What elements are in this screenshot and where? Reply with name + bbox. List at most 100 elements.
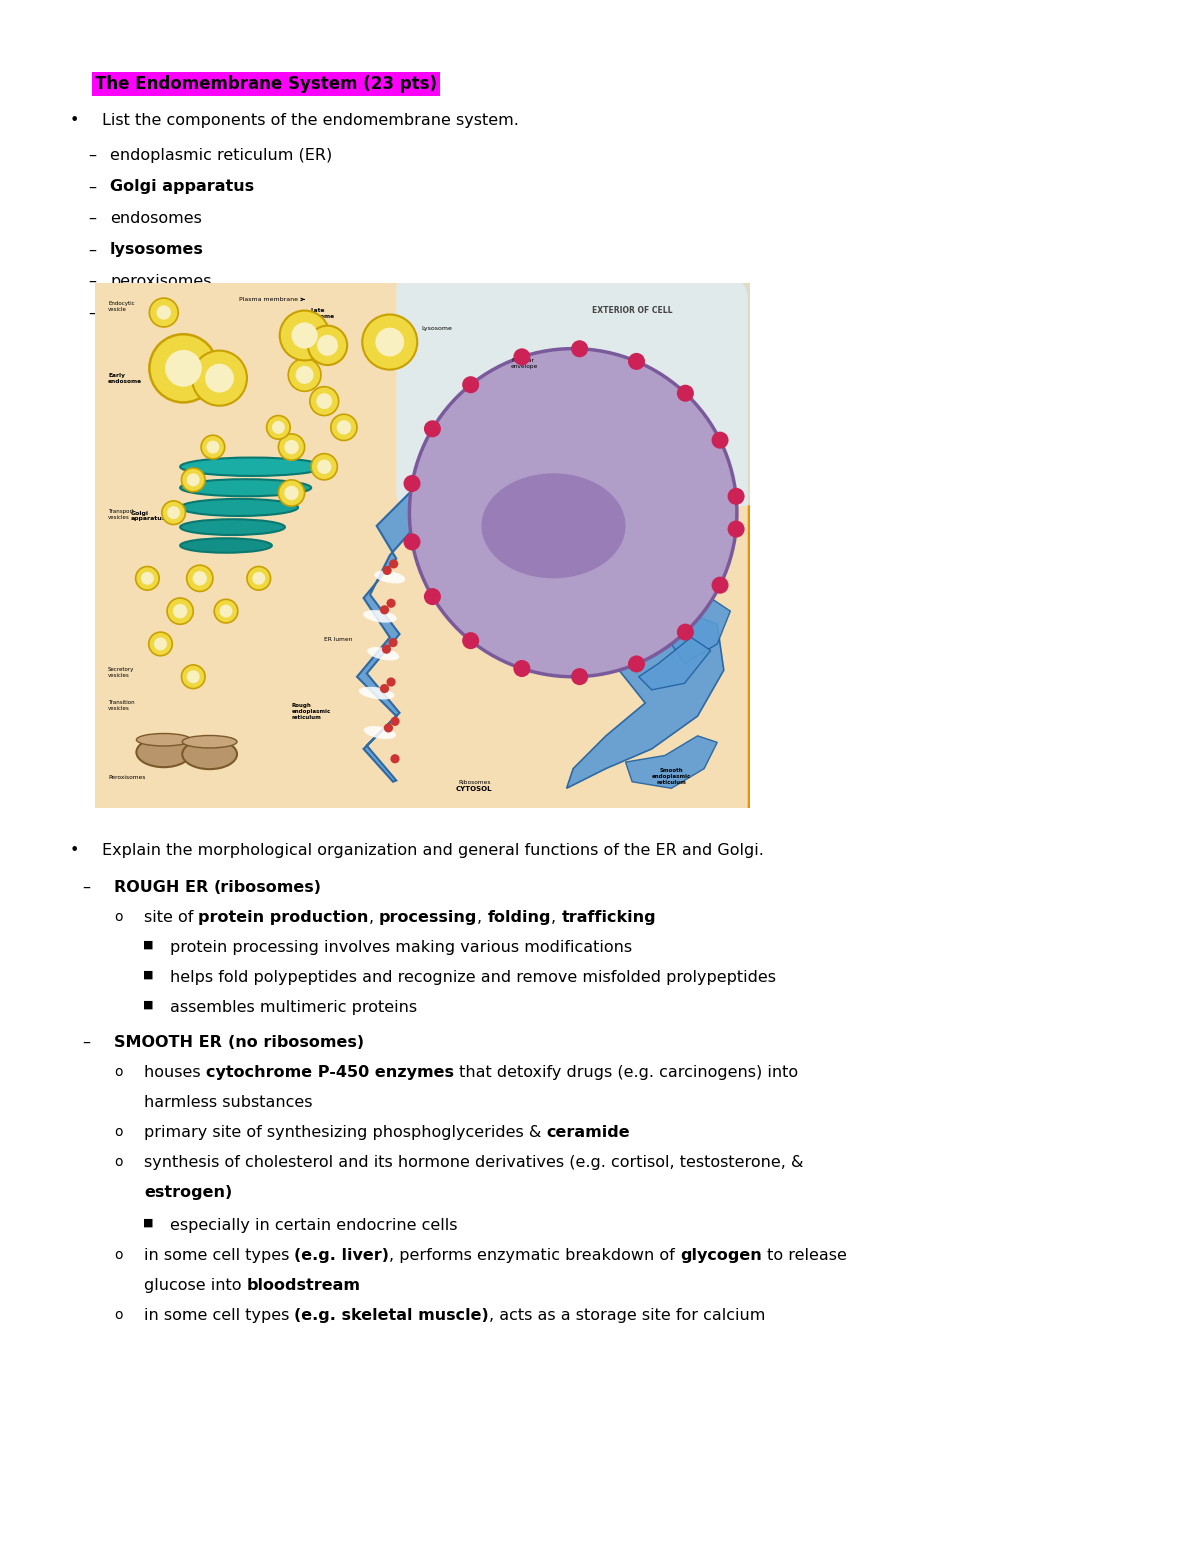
Ellipse shape xyxy=(481,474,625,578)
Text: site of: site of xyxy=(144,910,198,926)
Circle shape xyxy=(389,559,398,568)
Text: ■: ■ xyxy=(143,1218,154,1228)
Text: o: o xyxy=(114,1124,122,1138)
Text: endoplasmic reticulum (ER): endoplasmic reticulum (ER) xyxy=(110,148,332,163)
Text: –: – xyxy=(88,306,96,320)
Text: Golgi
apparatus: Golgi apparatus xyxy=(131,511,167,522)
Circle shape xyxy=(181,467,205,492)
Text: bloodstream: bloodstream xyxy=(247,1278,361,1294)
Circle shape xyxy=(156,306,170,320)
Text: in some cell types: in some cell types xyxy=(144,1249,294,1263)
Text: o: o xyxy=(114,910,122,924)
Circle shape xyxy=(462,632,479,649)
Text: •: • xyxy=(70,843,79,857)
Circle shape xyxy=(220,604,233,618)
Text: o: o xyxy=(114,1065,122,1079)
Text: ER lumen: ER lumen xyxy=(324,637,353,643)
Circle shape xyxy=(424,589,440,606)
Ellipse shape xyxy=(137,733,191,745)
Text: , acts as a storage site for calcium: , acts as a storage site for calcium xyxy=(490,1308,766,1323)
Circle shape xyxy=(310,387,338,416)
Text: (e.g. liver): (e.g. liver) xyxy=(294,1249,390,1263)
Text: ■: ■ xyxy=(143,940,154,950)
Polygon shape xyxy=(358,427,547,781)
Circle shape xyxy=(571,668,588,685)
Circle shape xyxy=(247,567,270,590)
Circle shape xyxy=(149,298,178,328)
Circle shape xyxy=(162,502,185,525)
Text: (no ribosomes): (no ribosomes) xyxy=(228,1034,364,1050)
Circle shape xyxy=(173,604,187,618)
Text: assembles multimeric proteins: assembles multimeric proteins xyxy=(170,1000,418,1016)
Circle shape xyxy=(202,435,224,458)
Text: CYTOSOL: CYTOSOL xyxy=(455,786,492,792)
Text: ■: ■ xyxy=(143,1000,154,1009)
Text: synthesis of cholesterol and its hormone derivatives (e.g. cortisol, testosteron: synthesis of cholesterol and its hormone… xyxy=(144,1155,804,1169)
Circle shape xyxy=(149,632,173,655)
Circle shape xyxy=(192,351,247,405)
Circle shape xyxy=(317,335,338,356)
Circle shape xyxy=(149,334,217,402)
Text: (ribosomes): (ribosomes) xyxy=(214,881,322,895)
Text: to release: to release xyxy=(762,1249,847,1263)
Circle shape xyxy=(628,353,646,370)
Circle shape xyxy=(382,644,391,654)
Circle shape xyxy=(331,415,358,441)
Ellipse shape xyxy=(374,570,406,584)
Text: Lysosome: Lysosome xyxy=(421,326,452,331)
Circle shape xyxy=(317,393,332,408)
Circle shape xyxy=(409,348,737,677)
Text: especially in certain endocrine cells: especially in certain endocrine cells xyxy=(170,1218,457,1233)
Circle shape xyxy=(308,326,347,365)
Circle shape xyxy=(167,506,180,519)
Text: –: – xyxy=(88,148,96,163)
Circle shape xyxy=(337,421,352,435)
Circle shape xyxy=(362,315,418,370)
Circle shape xyxy=(571,340,588,357)
Circle shape xyxy=(386,677,396,686)
Text: Secretory
vesicles: Secretory vesicles xyxy=(108,666,134,677)
Circle shape xyxy=(187,565,212,592)
Circle shape xyxy=(390,755,400,764)
Circle shape xyxy=(154,637,167,651)
Circle shape xyxy=(187,474,199,486)
Circle shape xyxy=(403,475,420,492)
Text: The Endomembrane System (23 pts): The Endomembrane System (23 pts) xyxy=(95,75,437,93)
Text: Early
endosome: Early endosome xyxy=(108,373,143,384)
Text: Ribosomes: Ribosomes xyxy=(458,780,491,784)
Circle shape xyxy=(403,533,420,550)
Text: Smooth
endoplasmic
reticulum: Smooth endoplasmic reticulum xyxy=(652,769,691,784)
Ellipse shape xyxy=(182,736,238,749)
Polygon shape xyxy=(638,637,710,690)
Circle shape xyxy=(278,433,305,460)
Text: primary site of synthesizing phosphoglycerides &: primary site of synthesizing phosphoglyc… xyxy=(144,1124,546,1140)
Text: Rough
endoplasmic
reticulum: Rough endoplasmic reticulum xyxy=(292,704,331,719)
Text: folding: folding xyxy=(487,910,551,926)
Circle shape xyxy=(167,598,193,624)
Text: ,: , xyxy=(368,910,379,926)
Text: –: – xyxy=(88,242,96,258)
Ellipse shape xyxy=(180,519,284,534)
Text: o: o xyxy=(114,1249,122,1263)
Circle shape xyxy=(292,323,318,348)
Circle shape xyxy=(280,311,330,360)
Circle shape xyxy=(727,520,744,537)
Ellipse shape xyxy=(182,739,238,769)
Text: Plasma membrane: Plasma membrane xyxy=(239,297,304,301)
Text: –: – xyxy=(88,180,96,194)
Text: glycogen: glycogen xyxy=(680,1249,762,1263)
Text: SMOOTH ER: SMOOTH ER xyxy=(114,1034,228,1050)
Text: (e.g. skeletal muscle): (e.g. skeletal muscle) xyxy=(294,1308,490,1323)
Text: lysosomes: lysosomes xyxy=(110,242,204,258)
Circle shape xyxy=(215,599,238,623)
Circle shape xyxy=(376,328,404,357)
Text: trafficking: trafficking xyxy=(562,910,656,926)
Ellipse shape xyxy=(364,610,397,623)
Text: Peroxisomes: Peroxisomes xyxy=(108,775,145,780)
Text: helps fold polypeptides and recognize and remove misfolded prolypeptides: helps fold polypeptides and recognize an… xyxy=(170,971,776,985)
Circle shape xyxy=(514,660,530,677)
Circle shape xyxy=(317,460,331,474)
Circle shape xyxy=(677,385,694,402)
Text: Golgi apparatus: Golgi apparatus xyxy=(110,180,254,194)
FancyBboxPatch shape xyxy=(396,276,756,506)
